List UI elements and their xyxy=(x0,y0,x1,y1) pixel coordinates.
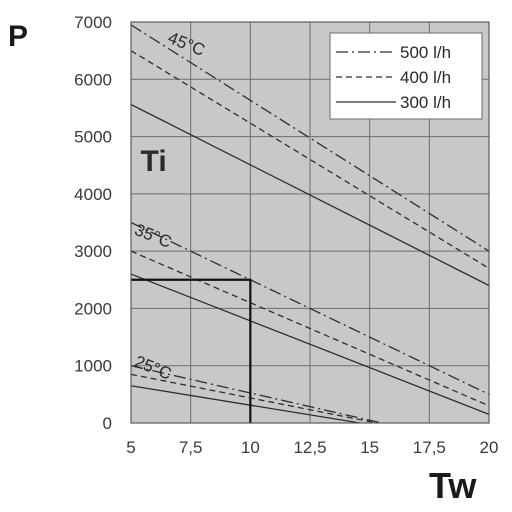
legend: 500 l/h 400 l/h 300 l/h xyxy=(329,32,483,120)
y-tick-label: 1000 xyxy=(74,357,112,376)
reference-line xyxy=(131,278,252,423)
y-tick-label: 2000 xyxy=(74,299,112,318)
x-tick-label: 5 xyxy=(126,438,135,457)
y-tick-label: 5000 xyxy=(74,128,112,147)
y-axis-title: P xyxy=(8,20,28,53)
x-tick-label: 15 xyxy=(360,438,379,457)
x-tick-label: 7,5 xyxy=(179,438,203,457)
x-tick-label: 20 xyxy=(480,438,499,457)
legend-box xyxy=(329,32,483,120)
y-tick-label: 0 xyxy=(103,414,112,433)
series-line-0 xyxy=(130,24,490,252)
series-line-8 xyxy=(130,385,361,424)
series-line-7 xyxy=(130,373,377,424)
series-line-6 xyxy=(130,365,382,424)
legend-entries: 500 l/h 400 l/h 300 l/h xyxy=(336,43,451,112)
legend-label-0: 500 l/h xyxy=(400,43,451,62)
series-line-5 xyxy=(130,273,490,416)
reference-line-layer xyxy=(131,278,252,423)
series-line-4 xyxy=(130,250,490,407)
series-layer xyxy=(130,24,490,424)
legend-label-1: 400 l/h xyxy=(400,68,451,87)
x-tick-label: 17,5 xyxy=(413,438,446,457)
x-tick-label: 10 xyxy=(241,438,260,457)
series-line-3 xyxy=(130,221,490,395)
plot-border xyxy=(130,21,490,424)
x-tick-label: 12,5 xyxy=(293,438,326,457)
y-tick-label: 7000 xyxy=(74,13,112,32)
y-tick-label: 4000 xyxy=(74,185,112,204)
tick-labels: 5 7,5 10 12,5 15 17,5 20 0 1000 2000 3000 4000 5000 6… xyxy=(74,13,498,457)
x-axis-title: Tw xyxy=(429,465,477,506)
y-tick-label: 3000 xyxy=(74,242,112,261)
ti-label: Ti xyxy=(141,145,167,178)
series-line-2 xyxy=(130,103,490,287)
legend-label-2: 300 l/h xyxy=(400,93,451,112)
y-tick-label: 6000 xyxy=(74,70,112,89)
